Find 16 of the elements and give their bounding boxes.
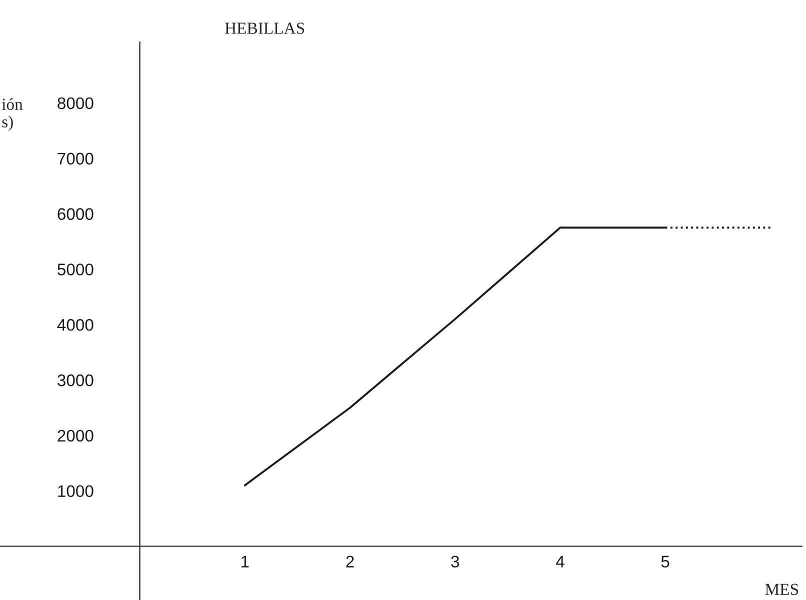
x-tick-label: 1: [242, 556, 249, 568]
y-tick-label: 7000: [58, 152, 94, 165]
y-axis-title: ión s): [2, 98, 23, 131]
x-tick-label: 5: [661, 556, 670, 568]
y-tick-label: 5000: [58, 264, 94, 276]
x-tick-label: 4: [556, 556, 564, 568]
y-tick-label: 3000: [58, 374, 94, 386]
x-tick-label: 3: [451, 556, 460, 568]
y-tick-label: 2000: [58, 430, 94, 442]
y-tick-label: 8000: [58, 97, 94, 110]
chart-title: HEBILLAS: [225, 22, 304, 34]
x-tick-label: 2: [346, 556, 354, 568]
y-tick-label: 1000: [58, 485, 94, 498]
y-tick-label: 4000: [57, 319, 94, 331]
x-axis-title: MES: [765, 584, 798, 595]
y-tick-label: 6000: [58, 208, 94, 220]
